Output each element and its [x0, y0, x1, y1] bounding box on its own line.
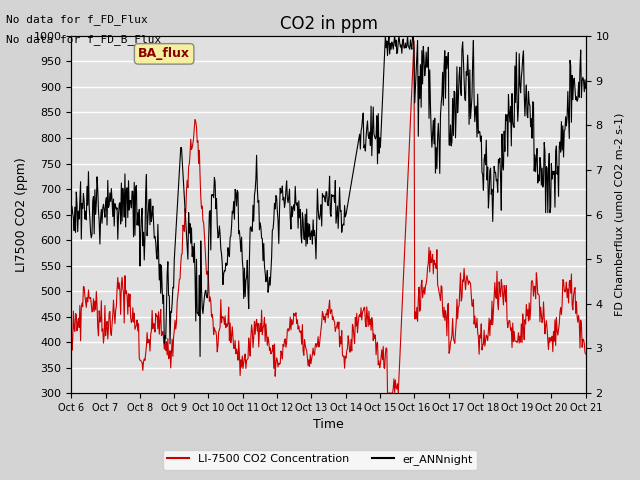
Text: No data for f_FD_Flux: No data for f_FD_Flux	[6, 14, 148, 25]
Text: No data for f_FD_B_Flux: No data for f_FD_B_Flux	[6, 34, 162, 45]
Text: BA_flux: BA_flux	[138, 48, 190, 60]
Legend: LI-7500 CO2 Concentration, er_ANNnight: LI-7500 CO2 Concentration, er_ANNnight	[163, 450, 477, 469]
Y-axis label: FD Chamberflux (umol CO2 m-2 s-1): FD Chamberflux (umol CO2 m-2 s-1)	[615, 113, 625, 316]
X-axis label: Time: Time	[313, 419, 344, 432]
Y-axis label: LI7500 CO2 (ppm): LI7500 CO2 (ppm)	[15, 157, 28, 272]
Title: CO2 in ppm: CO2 in ppm	[280, 15, 378, 33]
